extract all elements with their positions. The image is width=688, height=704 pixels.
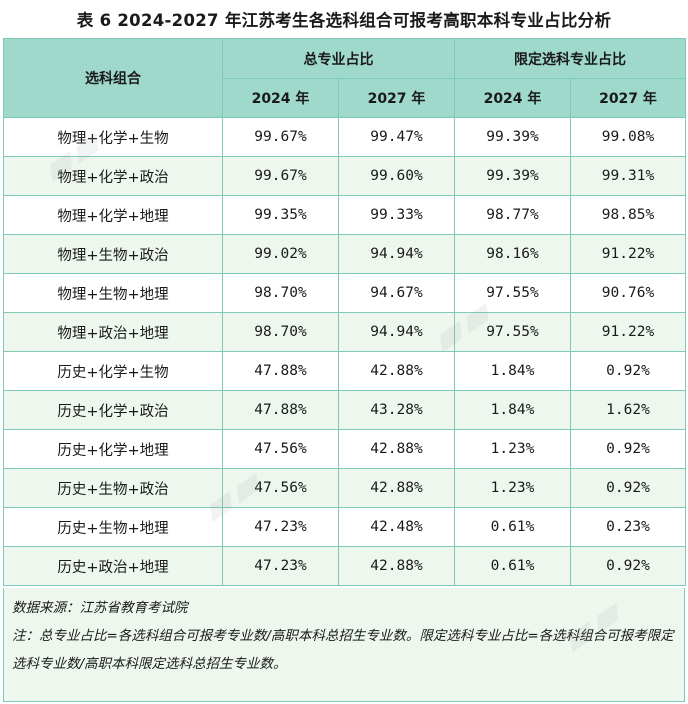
value-cell: 1.84%: [454, 351, 571, 391]
value-cell: 0.92%: [570, 351, 686, 391]
value-cell: 42.48%: [338, 507, 455, 547]
data-source: 数据来源：江苏省教育考试院: [12, 600, 188, 616]
value-cell: 1.23%: [454, 429, 571, 469]
value-cell: 99.47%: [338, 117, 455, 157]
value-cell: 97.55%: [454, 312, 571, 352]
table-title: 表 6 2024-2027 年江苏考生各选科组合可报考高职本科专业占比分析: [76, 11, 612, 30]
value-cell: 1.84%: [454, 390, 571, 430]
value-cell: 98.16%: [454, 234, 571, 274]
value-cell: 91.22%: [570, 312, 686, 352]
combo-cell: 历史+生物+政治: [3, 468, 223, 508]
value-cell: 99.31%: [570, 156, 686, 196]
value-cell: 99.39%: [454, 117, 571, 157]
table-row: 物理+化学+生物 99.67% 99.47% 99.39% 99.08%: [3, 117, 686, 157]
value-cell: 47.56%: [222, 429, 339, 469]
header-combo: 选科组合: [3, 38, 223, 118]
value-cell: 0.92%: [570, 429, 686, 469]
value-cell: 43.28%: [338, 390, 455, 430]
value-cell: 97.55%: [454, 273, 571, 313]
value-cell: 94.94%: [338, 234, 455, 274]
combo-cell: 物理+政治+地理: [3, 312, 223, 352]
value-cell: 0.23%: [570, 507, 686, 547]
table-row: 物理+化学+地理 99.35% 99.33% 98.77% 98.85%: [3, 195, 686, 235]
table-row: 物理+生物+政治 99.02% 94.94% 98.16% 91.22%: [3, 234, 686, 274]
value-cell: 94.67%: [338, 273, 455, 313]
combo-cell: 历史+化学+地理: [3, 429, 223, 469]
combo-cell: 历史+政治+地理: [3, 546, 223, 586]
combo-cell: 历史+化学+生物: [3, 351, 223, 391]
table-row: 历史+生物+政治 47.56% 42.88% 1.23% 0.92%: [3, 468, 686, 508]
value-cell: 0.92%: [570, 546, 686, 586]
table-row: 物理+政治+地理 98.70% 94.94% 97.55% 91.22%: [3, 312, 686, 352]
value-cell: 91.22%: [570, 234, 686, 274]
value-cell: 99.33%: [338, 195, 455, 235]
combo-cell: 物理+生物+政治: [3, 234, 223, 274]
value-cell: 99.35%: [222, 195, 339, 235]
value-cell: 98.77%: [454, 195, 571, 235]
value-cell: 99.60%: [338, 156, 455, 196]
value-cell: 0.61%: [454, 546, 571, 586]
table-row: 历史+化学+地理 47.56% 42.88% 1.23% 0.92%: [3, 429, 686, 469]
combo-cell: 物理+化学+地理: [3, 195, 223, 235]
value-cell: 1.23%: [454, 468, 571, 508]
value-cell: 42.88%: [338, 546, 455, 586]
value-cell: 98.70%: [222, 312, 339, 352]
value-cell: 47.88%: [222, 351, 339, 391]
value-cell: 47.56%: [222, 468, 339, 508]
notes-block: 数据来源：江苏省教育考试院 注：总专业占比=各选科组合可报考专业数/高职本科总招…: [3, 588, 685, 702]
value-cell: 1.62%: [570, 390, 686, 430]
combo-cell: 物理+化学+政治: [3, 156, 223, 196]
value-cell: 98.85%: [570, 195, 686, 235]
header-year: 2024 年: [454, 78, 571, 118]
table-row: 历史+化学+政治 47.88% 43.28% 1.84% 1.62%: [3, 390, 686, 430]
table-row: 物理+生物+地理 98.70% 94.67% 97.55% 90.76%: [3, 273, 686, 313]
value-cell: 42.88%: [338, 351, 455, 391]
header-total-share: 总专业占比: [222, 38, 455, 79]
table-row: 物理+化学+政治 99.67% 99.60% 99.39% 99.31%: [3, 156, 686, 196]
value-cell: 99.39%: [454, 156, 571, 196]
value-cell: 47.88%: [222, 390, 339, 430]
value-cell: 98.70%: [222, 273, 339, 313]
value-cell: 99.67%: [222, 117, 339, 157]
footnote: 注：总专业占比=各选科组合可报考专业数/高职本科总招生专业数。限定选科专业占比=…: [12, 628, 674, 672]
value-cell: 99.67%: [222, 156, 339, 196]
combo-cell: 物理+化学+生物: [3, 117, 223, 157]
combo-cell: 历史+生物+地理: [3, 507, 223, 547]
value-cell: 94.94%: [338, 312, 455, 352]
value-cell: 47.23%: [222, 507, 339, 547]
value-cell: 90.76%: [570, 273, 686, 313]
value-cell: 0.92%: [570, 468, 686, 508]
header-year: 2027 年: [338, 78, 455, 118]
value-cell: 47.23%: [222, 546, 339, 586]
value-cell: 99.02%: [222, 234, 339, 274]
table-row: 历史+化学+生物 47.88% 42.88% 1.84% 0.92%: [3, 351, 686, 391]
table-row: 历史+生物+地理 47.23% 42.48% 0.61% 0.23%: [3, 507, 686, 547]
combo-cell: 物理+生物+地理: [3, 273, 223, 313]
data-table: 选科组合 总专业占比 限定选科专业占比 2024 年 2027 年 2024 年…: [3, 38, 686, 586]
combo-cell: 历史+化学+政治: [3, 390, 223, 430]
table-row: 历史+政治+地理 47.23% 42.88% 0.61% 0.92%: [3, 546, 686, 586]
value-cell: 99.08%: [570, 117, 686, 157]
header-restricted-share: 限定选科专业占比: [454, 38, 686, 79]
header-year: 2024 年: [222, 78, 339, 118]
value-cell: 42.88%: [338, 429, 455, 469]
value-cell: 42.88%: [338, 468, 455, 508]
value-cell: 0.61%: [454, 507, 571, 547]
header-year: 2027 年: [570, 78, 686, 118]
